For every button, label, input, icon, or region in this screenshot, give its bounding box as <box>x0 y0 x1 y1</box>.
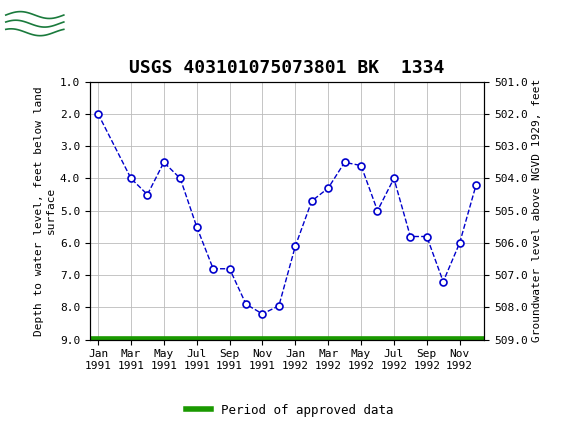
Text: USGS: USGS <box>72 12 136 31</box>
FancyBboxPatch shape <box>6 3 64 40</box>
Title: USGS 403101075073801 BK  1334: USGS 403101075073801 BK 1334 <box>129 59 445 77</box>
Y-axis label: Depth to water level, feet below land
surface: Depth to water level, feet below land su… <box>34 86 56 335</box>
Y-axis label: Groundwater level above NGVD 1929, feet: Groundwater level above NGVD 1929, feet <box>532 79 542 342</box>
Legend: Period of approved data: Period of approved data <box>181 399 399 421</box>
